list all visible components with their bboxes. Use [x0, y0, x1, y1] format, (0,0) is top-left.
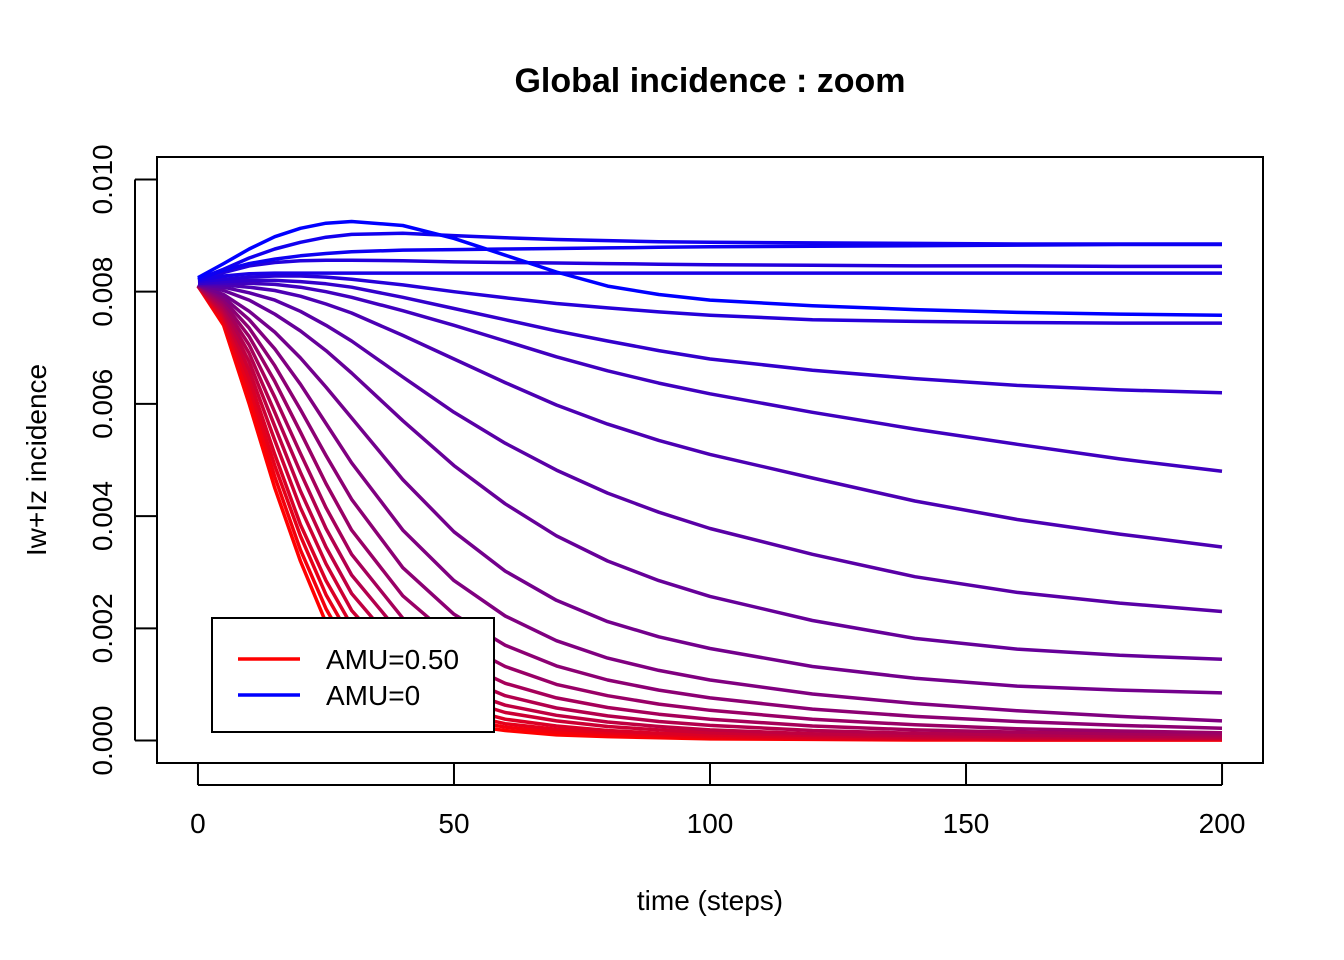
y-tick-label: 0.000 — [87, 706, 118, 776]
x-axis: 0 50 100 150 200 — [190, 763, 1245, 839]
x-tick-label: 200 — [1199, 808, 1246, 839]
x-tick-label: 0 — [190, 808, 206, 839]
series-line-extra-1 — [197, 258, 1222, 282]
series-line-extra-0 — [197, 231, 1222, 281]
y-tick-label: 0.010 — [87, 144, 118, 214]
series-line-12 — [197, 282, 1223, 661]
x-tick-label: 150 — [943, 808, 990, 839]
series-line-6 — [196, 284, 1223, 739]
series-line-17 — [197, 274, 1222, 325]
series-lines — [196, 219, 1223, 742]
y-axis: 0.000 0.002 0.004 0.006 0.008 0.010 — [87, 144, 157, 776]
y-tick-label: 0.006 — [87, 369, 118, 439]
series-line-13 — [197, 282, 1223, 614]
y-tick-label: 0.008 — [87, 257, 118, 327]
series-line-16 — [197, 278, 1223, 395]
x-tick-label: 50 — [438, 808, 469, 839]
chart-title: Global incidence : zoom — [514, 62, 905, 100]
series-line-9 — [197, 283, 1223, 730]
y-tick-label: 0.002 — [87, 593, 118, 663]
series-line-15 — [198, 281, 1223, 473]
series-line-10 — [197, 283, 1223, 723]
series-line-20 — [197, 219, 1223, 317]
x-axis-label: time (steps) — [637, 885, 783, 916]
legend-label-amu-0: AMU=0 — [326, 680, 420, 711]
series-line-11 — [197, 283, 1223, 695]
series-line-7 — [196, 284, 1223, 737]
y-tick-label: 0.004 — [87, 481, 118, 551]
legend: AMU=0.50 AMU=0 — [211, 617, 495, 733]
x-tick-label: 100 — [687, 808, 734, 839]
series-line-14 — [197, 282, 1223, 549]
legend-label-amu-050: AMU=0.50 — [326, 644, 459, 675]
series-line-8 — [196, 283, 1223, 735]
y-axis-label: Iw+Iz incidence — [21, 364, 52, 556]
series-line-5 — [196, 284, 1223, 740]
legend-box — [211, 617, 495, 733]
series-line-19 — [197, 242, 1222, 281]
series-line-18 — [197, 271, 1222, 283]
